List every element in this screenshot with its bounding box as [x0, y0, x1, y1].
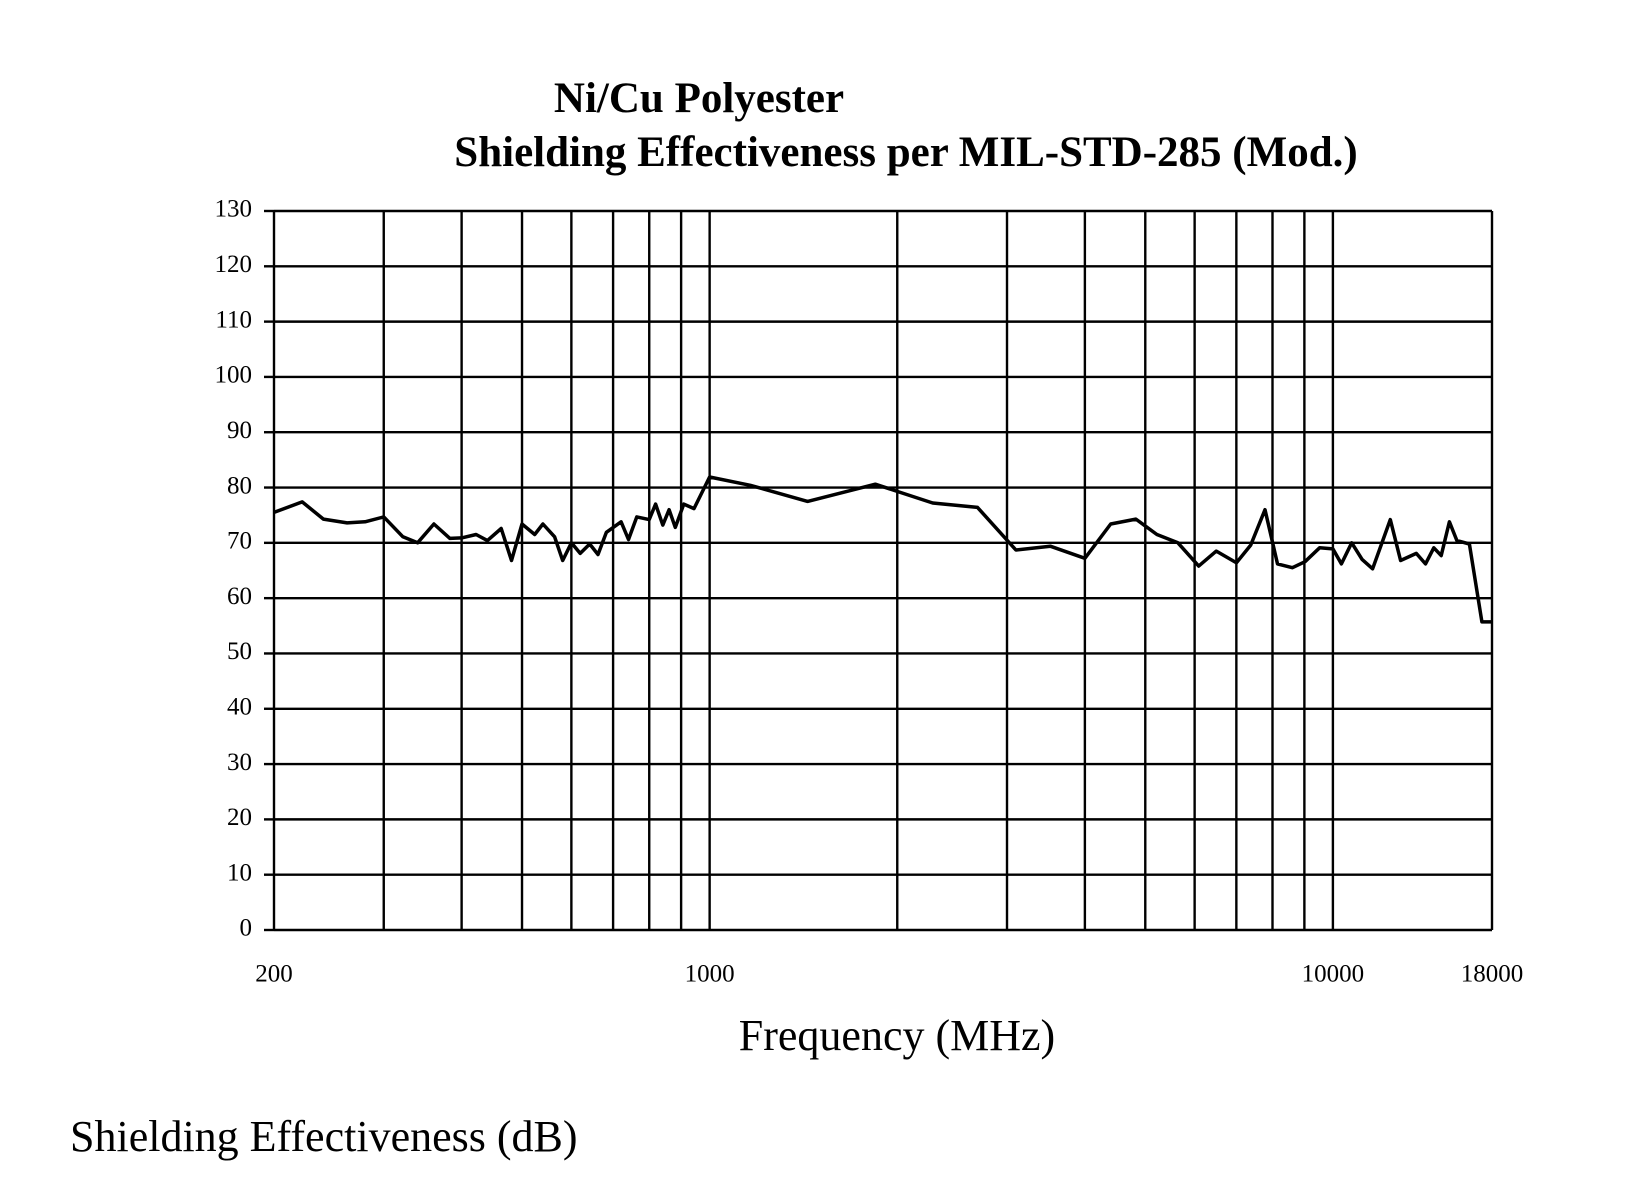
x-tick-label: 10000: [1302, 961, 1365, 988]
y-tick-label: 50: [227, 638, 252, 665]
y-tick-label: 130: [215, 196, 253, 223]
y-axis-label: Shielding Effectiveness (dB): [70, 1112, 578, 1161]
y-tick-label: 70: [227, 528, 252, 555]
y-tick-label: 60: [227, 583, 252, 610]
x-tick-label: 200: [255, 961, 293, 988]
y-tick-label: 100: [215, 362, 253, 389]
y-tick-label: 20: [227, 804, 252, 831]
y-tick-label: 0: [240, 915, 253, 942]
y-tick-label: 40: [227, 694, 252, 721]
chart-subtitle: Shielding Effectiveness per MIL-STD-285 …: [454, 129, 1357, 176]
x-tick-label: 1000: [685, 961, 735, 988]
y-tick-label: 80: [227, 472, 252, 499]
y-tick-label: 30: [227, 749, 252, 776]
x-tick-label: 18000: [1461, 961, 1524, 988]
y-tick-label: 110: [215, 306, 252, 333]
chart-title: Ni/Cu Polyester: [554, 75, 844, 122]
data-line: [273, 475, 1492, 624]
y-tick-label: 120: [215, 251, 253, 278]
y-tick-label: 10: [227, 859, 252, 886]
y-tick-label: 90: [227, 417, 252, 444]
x-axis-label: Frequency (MHz): [739, 1011, 1055, 1060]
